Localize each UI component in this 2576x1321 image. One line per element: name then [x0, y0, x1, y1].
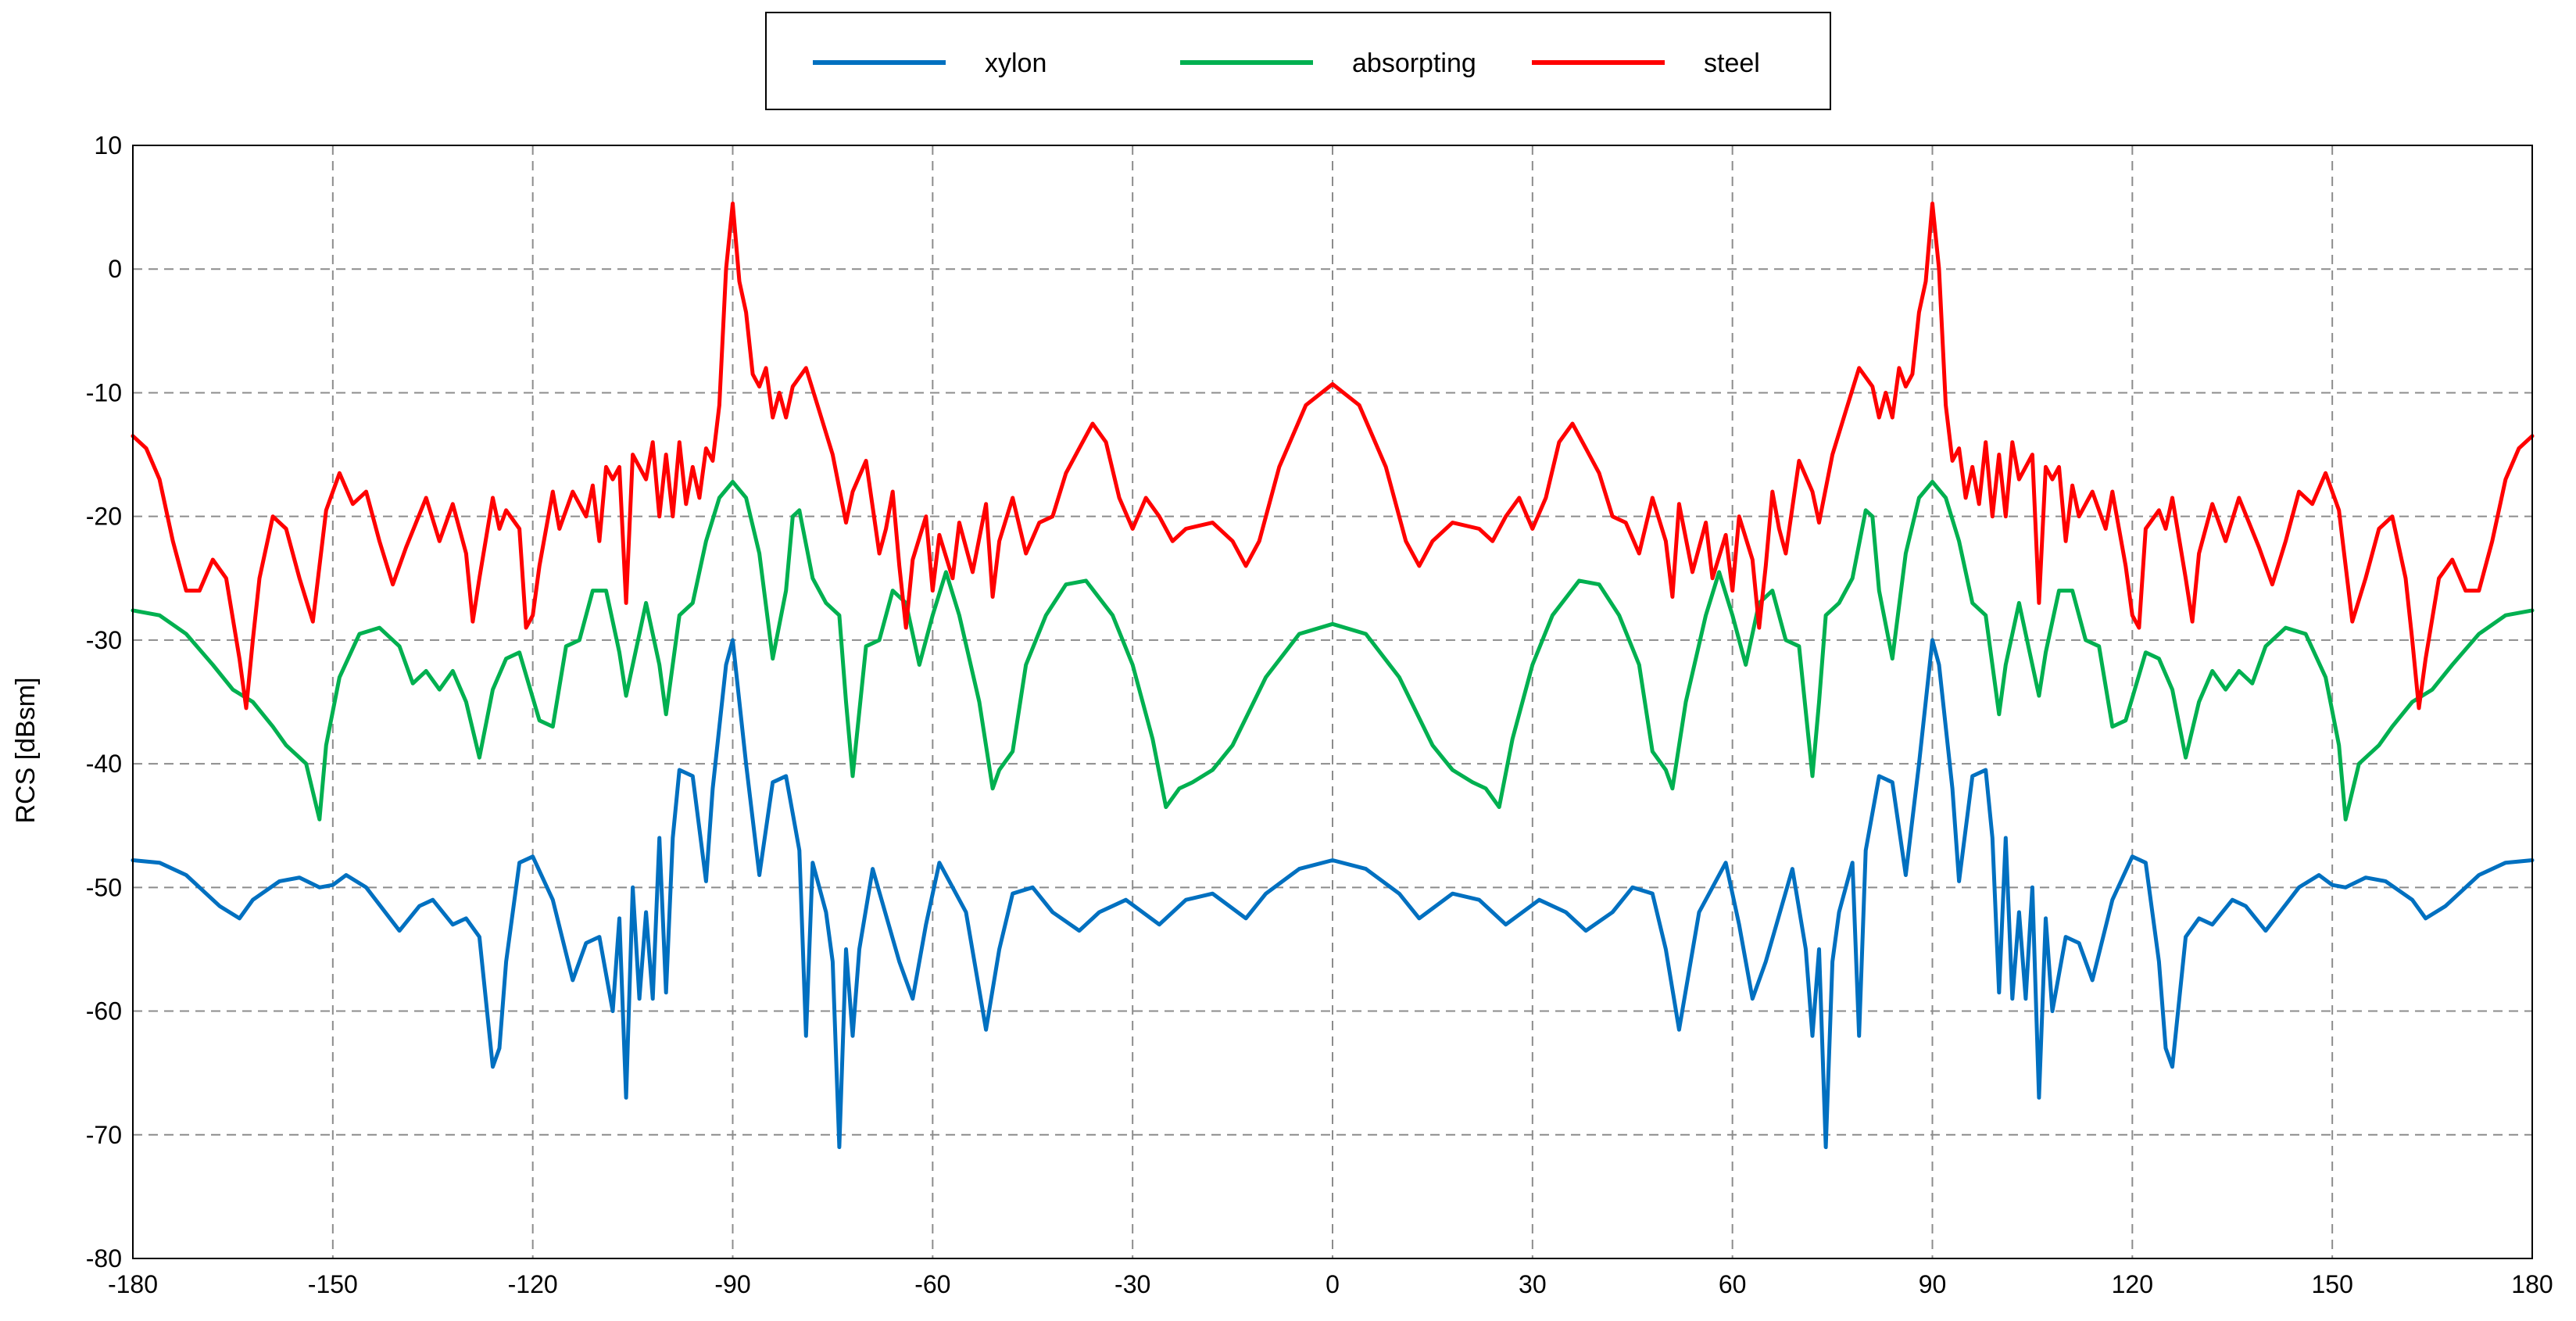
x-tick-label: 30	[1519, 1270, 1547, 1298]
legend: xylon absorpting steel	[765, 12, 1831, 110]
x-tick-labels: -180 -150 -120 -90 -60 -30 0 30 60 90 120 150 180	[108, 1270, 2553, 1298]
x-tick-label: -150	[308, 1270, 358, 1298]
x-tick-label: -60	[914, 1270, 950, 1298]
x-tick-label: 0	[1326, 1270, 1340, 1298]
y-tick-label: -70	[86, 1121, 122, 1149]
y-tick-label: -60	[86, 997, 122, 1026]
y-tick-label: -10	[86, 378, 122, 406]
x-tick-label: -30	[1114, 1270, 1150, 1298]
series-line-steel	[131, 201, 2535, 711]
series-line-absorpting	[131, 479, 2535, 822]
legend-label-absorpting: absorpting	[1352, 48, 1476, 78]
legend-label-steel: steel	[1704, 48, 1760, 78]
x-tick-label: -90	[714, 1270, 750, 1298]
plot-frame	[132, 145, 2533, 1259]
grid-lines	[133, 145, 2532, 1258]
x-tick-label: 180	[2511, 1270, 2553, 1298]
x-tick-label: -120	[508, 1270, 558, 1298]
y-tick-label: -40	[86, 750, 122, 778]
legend-label-xylon: xylon	[985, 48, 1046, 78]
y-tick-label: 10	[94, 131, 122, 159]
y-tick-label: -30	[86, 626, 122, 654]
x-tick-label: 90	[1919, 1270, 1947, 1298]
x-tick-label: 60	[1719, 1270, 1747, 1298]
y-tick-label: -80	[86, 1244, 122, 1273]
y-tick-labels: 10 0 -10 -20 -30 -40 -50 -60 -70 -80	[86, 131, 122, 1273]
x-tick-label: 120	[2112, 1270, 2153, 1298]
y-tick-label: -50	[86, 873, 122, 901]
x-tick-label: 150	[2311, 1270, 2352, 1298]
series-layer	[131, 201, 2535, 1150]
y-tick-label: 0	[108, 255, 122, 283]
y-axis-label: RCS [dBsm]	[11, 677, 41, 823]
y-tick-label: -20	[86, 503, 122, 531]
series-line-xylon	[131, 638, 2535, 1150]
x-tick-label: -180	[108, 1270, 158, 1298]
